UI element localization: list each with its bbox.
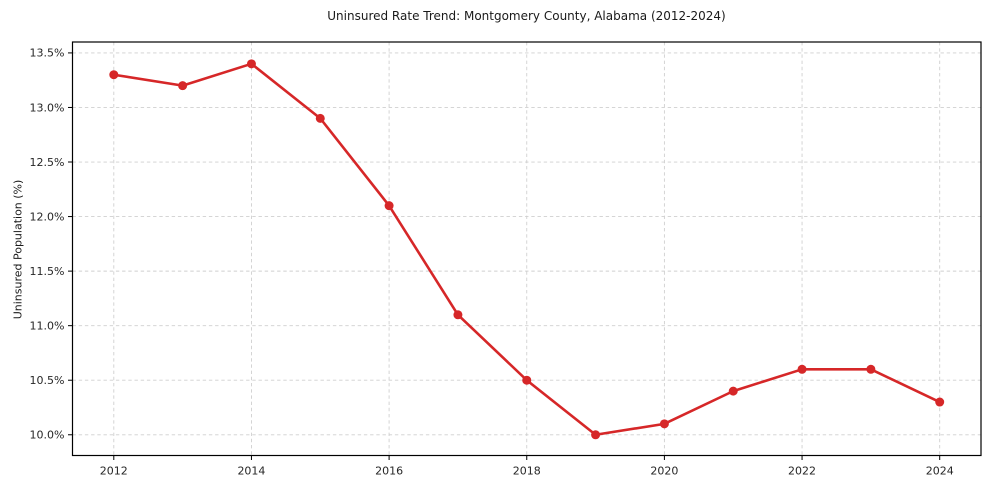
data-point-2023 (866, 364, 876, 374)
data-point-2021 (728, 386, 738, 396)
x-tick-label: 2014 (237, 465, 265, 478)
data-point-2012 (109, 70, 119, 80)
data-point-2017 (453, 310, 463, 320)
x-tick-label: 2020 (650, 465, 678, 478)
x-tick-label: 2022 (788, 465, 816, 478)
y-tick-label: 13.5% (30, 47, 65, 60)
x-tick-label: 2012 (100, 465, 128, 478)
plot-border (71, 41, 982, 457)
x-tick-label: 2016 (375, 465, 403, 478)
y-tick-label: 11.5% (30, 265, 65, 278)
y-tick-label: 11.0% (30, 319, 65, 332)
data-point-2020 (659, 419, 669, 429)
x-tick-label: 2024 (926, 465, 954, 478)
y-tick-label: 12.0% (30, 210, 65, 223)
x-tick-label: 2018 (513, 465, 541, 478)
data-point-2018 (522, 375, 532, 385)
data-point-2019 (591, 430, 601, 440)
data-point-2015 (315, 113, 325, 123)
y-tick-label: 10.5% (30, 374, 65, 387)
data-point-2013 (178, 81, 188, 91)
data-point-2024 (935, 397, 945, 407)
y-tick-label: 12.5% (30, 156, 65, 169)
y-tick-label: 13.0% (30, 101, 65, 114)
y-tick-label: 10.0% (30, 429, 65, 442)
data-point-2022 (797, 364, 807, 374)
data-point-2016 (384, 201, 394, 211)
data-point-2014 (246, 59, 256, 69)
chart-title: Uninsured Rate Trend: Montgomery County,… (327, 9, 726, 23)
